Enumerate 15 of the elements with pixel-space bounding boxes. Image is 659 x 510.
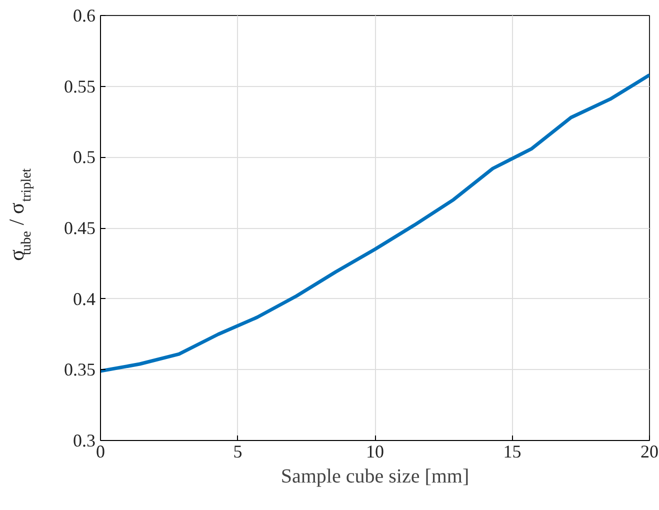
x-tick-label: 10 <box>366 442 384 462</box>
y-tick-label: 0.4 <box>73 288 96 309</box>
x-tick-label: 15 <box>503 442 522 462</box>
y-tick-label: 0.3 <box>73 430 96 450</box>
y-tick-label: 0.5 <box>73 147 96 168</box>
x-axis-title: Sample cube size [mm] <box>280 466 470 488</box>
x-tick-label: 0 <box>96 442 105 462</box>
y-tick-label: 0.6 <box>73 6 96 26</box>
y-tick-label: 0.35 <box>64 360 96 380</box>
y-tick-label: 0.55 <box>64 76 96 96</box>
y-axis-title: σtube / σtriplet <box>4 168 34 261</box>
y-tick-label: 0.45 <box>64 218 96 238</box>
line-series <box>100 73 650 373</box>
x-tick-label: 5 <box>233 442 242 462</box>
x-tick-label: 20 <box>640 442 658 462</box>
